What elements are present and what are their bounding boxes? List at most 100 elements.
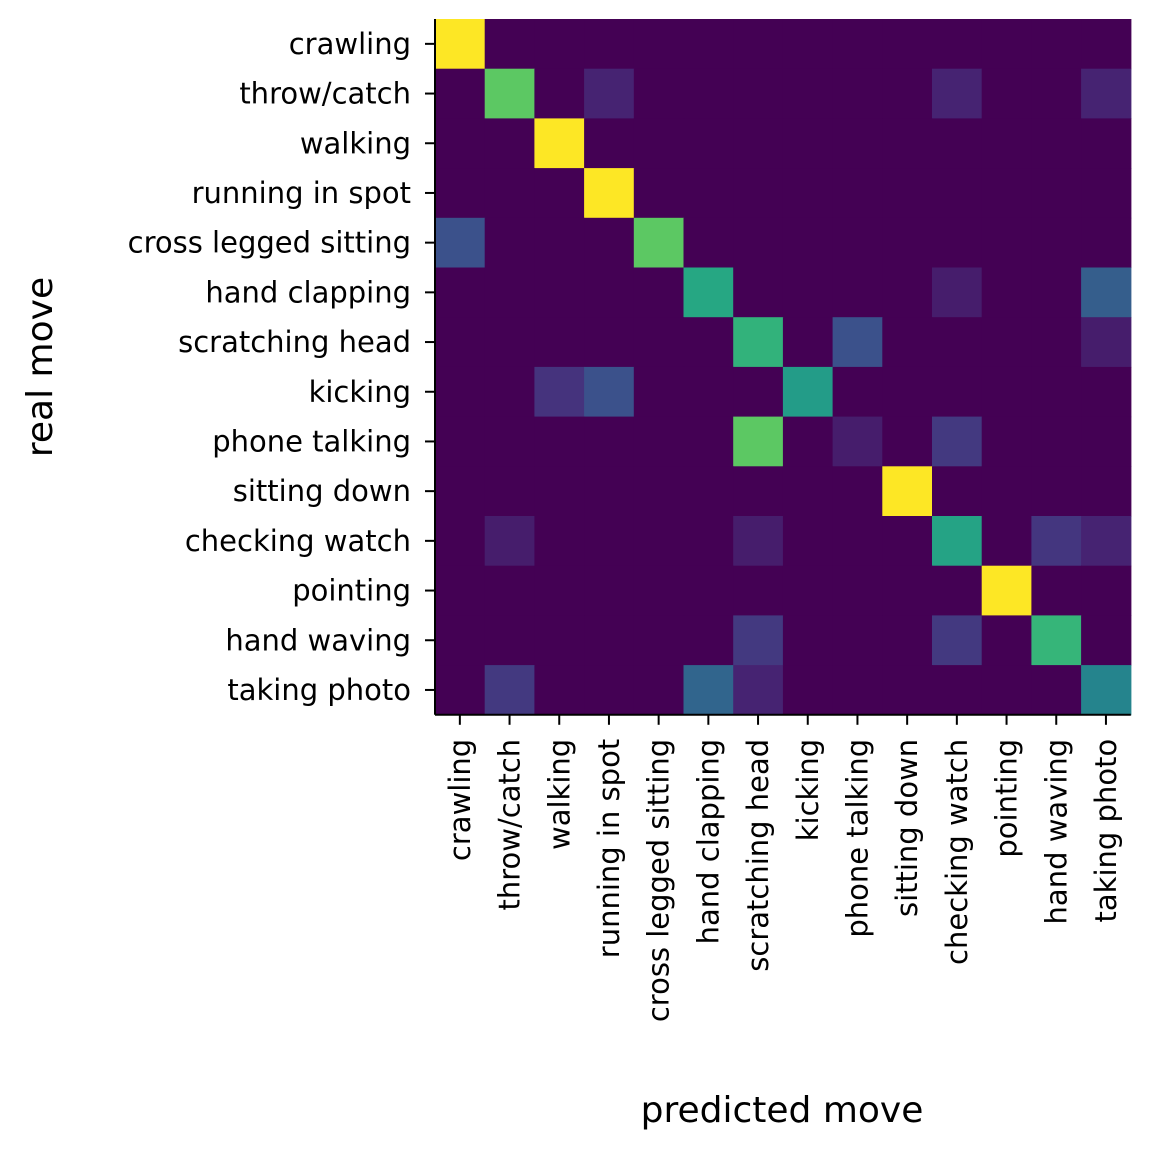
heatmap-cell [733,516,784,567]
heatmap-cell [932,615,983,666]
heatmap-cell [981,118,1032,169]
heatmap-cell [534,217,585,269]
heatmap-cell [484,68,535,119]
heatmap-cell [584,19,635,70]
heatmap-cell [1031,217,1082,269]
heatmap-cell [981,615,1032,666]
heatmap-cell [534,665,585,716]
heatmap-cell [534,68,585,119]
heatmap-cell [484,118,535,169]
heatmap-cell [932,665,983,716]
heatmap-cell [932,516,983,567]
heatmap-cell [1031,516,1082,567]
heatmap-cell [435,665,486,716]
heatmap-cell [782,615,834,666]
heatmap-cell [584,217,635,269]
heatmap-cell [484,565,535,616]
heatmap-cell [782,168,834,219]
heatmap-cell [484,615,535,666]
heatmap-cell [484,366,535,418]
heatmap-cell [1081,19,1132,70]
heatmap-cell [733,466,784,517]
heatmap-cell [435,416,486,467]
heatmap-cell [683,466,734,517]
heatmap-cell [932,168,983,219]
heatmap-cell [882,615,933,666]
y-tick-label: hand clapping [205,275,411,309]
heatmap-cell [435,615,486,666]
heatmap-cell [932,267,983,318]
heatmap-cell [733,366,784,418]
heatmap-cell [782,267,834,318]
heatmap-cell [932,19,983,70]
heatmap-cell [1081,267,1132,318]
x-tick-label: throw/catch [493,739,527,911]
heatmap-cell [435,19,486,70]
y-tick-label: crawling [289,27,411,61]
heatmap-cell [932,565,983,616]
heatmap-cell [584,516,635,567]
heatmap-cell [633,516,685,567]
heatmap-cell [932,217,983,269]
heatmap-cell [1031,68,1082,119]
heatmap-cell [534,366,585,418]
heatmap-cell [633,168,685,219]
heatmap-cell [435,317,486,368]
y-tick-label: pointing [292,574,411,608]
heatmap-cell [683,366,734,418]
heatmap-cell [534,565,585,616]
heatmap-cell [1081,68,1132,119]
heatmap-cell [981,466,1032,517]
heatmap-cell [683,68,734,119]
heatmap-cell [1031,118,1082,169]
heatmap-cell [832,665,883,716]
heatmap-cell [683,19,734,70]
heatmap-cell [782,416,834,467]
heatmap-cell [932,317,983,368]
heatmap-cell [534,267,585,318]
heatmap-cell [435,516,486,567]
heatmap-cell [782,665,834,716]
heatmap-cell [733,118,784,169]
heatmap-cell [981,416,1032,467]
y-tick-label: checking watch [185,524,411,558]
heatmap-cell [832,516,883,567]
heatmap-cell [733,416,784,467]
y-tick-label: scratching head [178,325,411,359]
heatmap-cell [683,267,734,318]
heatmap-cell [1031,366,1082,418]
heatmap-cell [1081,665,1132,716]
heatmap-cell [534,118,585,169]
heatmap-cell [683,317,734,368]
x-tick-label: checking watch [940,739,974,965]
heatmap-cell [1081,416,1132,467]
heatmap-cell [435,366,486,418]
heatmap-cell [584,615,635,666]
heatmap-cell [633,317,685,368]
heatmap-cell [981,267,1032,318]
heatmap-cell [584,366,635,418]
heatmap-cell [534,19,585,70]
heatmap-cell [882,317,933,368]
heatmap-cell [782,217,834,269]
y-tick-label: cross legged sitting [128,226,411,260]
heatmap-cell [981,366,1032,418]
heatmap-cell [832,168,883,219]
heatmap-cell [733,665,784,716]
y-tick-label: walking [300,126,411,160]
heatmap-cell [882,68,933,119]
heatmap-cell [633,217,685,269]
heatmap-cell [981,68,1032,119]
heatmap-cell [782,466,834,517]
heatmap-cell [633,118,685,169]
heatmap-cell [733,68,784,119]
heatmap-cell [832,615,883,666]
heatmap-cell [782,366,834,418]
y-axis-ticks: crawling throw/catch walking running in spo… [128,27,435,707]
heatmap-cell [981,317,1032,368]
heatmap-cell [882,516,933,567]
heatmap-cell [882,118,933,169]
heatmap-cell [633,68,685,119]
heatmap-cell [683,118,734,169]
